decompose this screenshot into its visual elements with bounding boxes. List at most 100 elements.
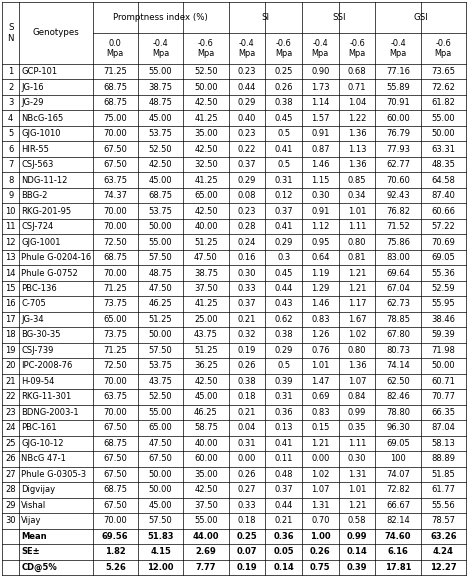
Text: 61.77: 61.77 — [431, 485, 455, 494]
Text: 70.00: 70.00 — [103, 408, 127, 417]
Text: 57.22: 57.22 — [431, 222, 455, 231]
Text: 72.62: 72.62 — [431, 83, 455, 92]
Text: 41.25: 41.25 — [194, 114, 218, 123]
Text: 69.05: 69.05 — [386, 439, 410, 448]
Text: 72.50: 72.50 — [103, 238, 127, 246]
Text: 0.00: 0.00 — [311, 454, 329, 463]
Text: 9: 9 — [8, 191, 13, 200]
Text: 28: 28 — [5, 485, 16, 494]
Text: 1.11: 1.11 — [348, 439, 366, 448]
Text: 0.25: 0.25 — [236, 532, 257, 541]
Text: 83.00: 83.00 — [386, 253, 410, 262]
Text: NDG-11-12: NDG-11-12 — [21, 175, 68, 185]
Text: 62.77: 62.77 — [386, 160, 410, 169]
Text: 38.75: 38.75 — [194, 268, 218, 278]
Text: GCP-101: GCP-101 — [21, 67, 58, 76]
Text: 0.45: 0.45 — [274, 268, 293, 278]
Text: 43.75: 43.75 — [194, 331, 218, 339]
Text: 48.75: 48.75 — [149, 268, 173, 278]
Text: 12: 12 — [6, 238, 16, 246]
Text: 0.29: 0.29 — [238, 98, 256, 107]
Text: 71.25: 71.25 — [103, 346, 127, 355]
Text: 82.14: 82.14 — [386, 516, 410, 525]
Text: 96.30: 96.30 — [386, 424, 410, 432]
Text: 0.16: 0.16 — [238, 253, 256, 262]
Text: 1.17: 1.17 — [348, 299, 366, 309]
Text: 0.29: 0.29 — [274, 238, 293, 246]
Text: 0.39: 0.39 — [274, 377, 293, 386]
Text: 1.07: 1.07 — [311, 485, 329, 494]
Text: C-705: C-705 — [21, 299, 46, 309]
Text: 35.00: 35.00 — [194, 129, 218, 138]
Text: 50.00: 50.00 — [149, 331, 172, 339]
Text: 4.24: 4.24 — [433, 547, 454, 556]
Text: 6.16: 6.16 — [388, 547, 409, 556]
Text: S
N: S N — [7, 23, 14, 43]
Text: 0.23: 0.23 — [238, 129, 256, 138]
Text: 0.87: 0.87 — [311, 145, 329, 153]
Text: 55.00: 55.00 — [149, 238, 172, 246]
Text: NBcG-165: NBcG-165 — [21, 114, 64, 123]
Text: 4.15: 4.15 — [150, 547, 171, 556]
Text: Digvijay: Digvijay — [21, 485, 55, 494]
Text: NBcG 47-1: NBcG 47-1 — [21, 454, 66, 463]
Text: 57.50: 57.50 — [149, 253, 173, 262]
Text: 42.50: 42.50 — [194, 145, 218, 153]
Text: 0.44: 0.44 — [274, 284, 293, 293]
Text: 0.83: 0.83 — [311, 408, 329, 417]
Text: 0.68: 0.68 — [348, 67, 366, 76]
Text: 0.26: 0.26 — [238, 470, 256, 479]
Text: 38.75: 38.75 — [149, 83, 173, 92]
Text: JG-34: JG-34 — [21, 315, 44, 324]
Text: 0.90: 0.90 — [311, 67, 329, 76]
Text: 55.89: 55.89 — [386, 83, 410, 92]
Text: 0.5: 0.5 — [277, 129, 290, 138]
Text: 12.27: 12.27 — [430, 563, 457, 572]
Text: 0.05: 0.05 — [273, 547, 294, 556]
Text: 21: 21 — [6, 377, 16, 386]
Text: 48.75: 48.75 — [149, 98, 173, 107]
Text: 88.89: 88.89 — [431, 454, 455, 463]
Text: 76.82: 76.82 — [386, 207, 410, 216]
Text: 0.04: 0.04 — [238, 424, 256, 432]
Text: 0.23: 0.23 — [238, 207, 256, 216]
Text: 62.50: 62.50 — [386, 377, 410, 386]
Text: 0.38: 0.38 — [238, 377, 256, 386]
Text: 42.50: 42.50 — [194, 377, 218, 386]
Text: 1.02: 1.02 — [311, 470, 329, 479]
Text: 0.21: 0.21 — [274, 516, 293, 525]
Text: H-09-54: H-09-54 — [21, 377, 55, 386]
Text: 1.31: 1.31 — [311, 501, 329, 510]
Text: 0.39: 0.39 — [347, 563, 367, 572]
Text: 51.25: 51.25 — [194, 238, 218, 246]
Text: 55.00: 55.00 — [194, 516, 218, 525]
Text: 92.43: 92.43 — [386, 191, 410, 200]
Text: 17.81: 17.81 — [385, 563, 411, 572]
Text: 7: 7 — [8, 160, 13, 169]
Text: 77.16: 77.16 — [386, 67, 410, 76]
Text: 70.69: 70.69 — [431, 238, 455, 246]
Text: 0.29: 0.29 — [238, 175, 256, 185]
Text: BBG-2: BBG-2 — [21, 191, 48, 200]
Text: 60.00: 60.00 — [386, 114, 410, 123]
Text: 70.00: 70.00 — [103, 222, 127, 231]
Text: 72.50: 72.50 — [103, 361, 127, 370]
Text: 55.00: 55.00 — [149, 408, 172, 417]
Text: 43.75: 43.75 — [149, 377, 173, 386]
Text: 70.00: 70.00 — [103, 129, 127, 138]
Text: Genotypes: Genotypes — [33, 28, 80, 38]
Text: 1.21: 1.21 — [348, 284, 366, 293]
Text: -0.4
Mpa: -0.4 Mpa — [312, 39, 329, 58]
Text: 0.62: 0.62 — [274, 315, 293, 324]
Text: 0.37: 0.37 — [274, 485, 293, 494]
Text: 6: 6 — [8, 145, 13, 153]
Text: 71.98: 71.98 — [431, 346, 455, 355]
Text: 0.36: 0.36 — [273, 532, 294, 541]
Text: 0.21: 0.21 — [238, 315, 256, 324]
Text: 67.50: 67.50 — [103, 454, 127, 463]
Text: -0.4
Mpa: -0.4 Mpa — [389, 39, 407, 58]
Text: 50.00: 50.00 — [149, 222, 172, 231]
Text: 66.35: 66.35 — [431, 408, 455, 417]
Text: 1.00: 1.00 — [310, 532, 330, 541]
Text: 52.50: 52.50 — [194, 67, 218, 76]
